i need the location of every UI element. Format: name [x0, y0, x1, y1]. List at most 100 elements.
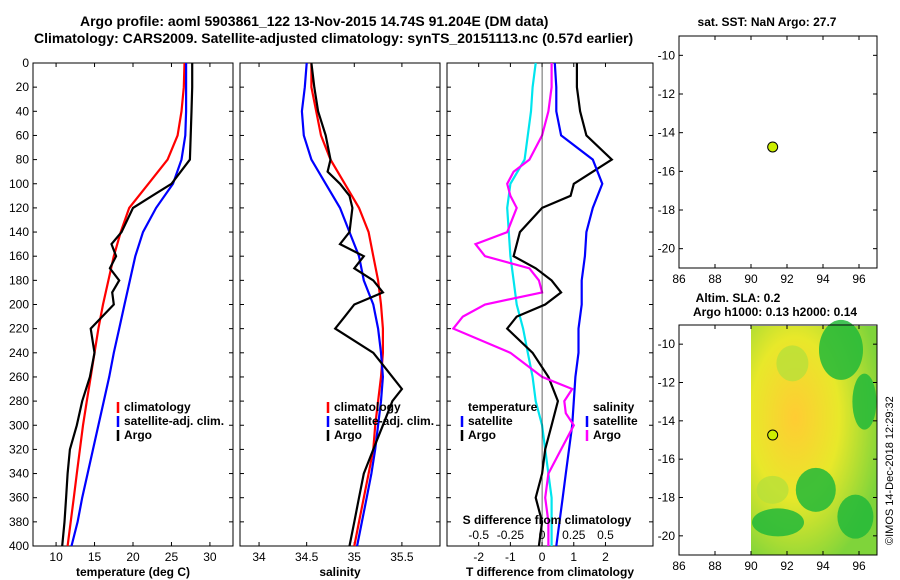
- sat_sst_map-xtick-label: 90: [744, 272, 758, 286]
- temperature-legend-label: satellite-adj. clim.: [124, 414, 224, 428]
- diff-legend-right-label: satellite: [593, 414, 638, 428]
- depth-tick-label: 60: [16, 128, 30, 142]
- depth-tick-label: 200: [9, 298, 29, 312]
- salinity-series-satellite-adj-clim-: [300, 62, 385, 547]
- salinity-xtick-label: 35: [348, 550, 362, 564]
- sat_sst_map-ytick-label: -20: [658, 242, 676, 256]
- altim_map-xtick-label: 96: [852, 559, 866, 573]
- depth-tick-label: 20: [16, 80, 30, 94]
- plots-layer: 0204060801001201401601802002202402602803…: [9, 15, 878, 579]
- altim_map-ytick-label: -18: [658, 491, 676, 505]
- sat_sst_map-ytick-label: -14: [658, 126, 676, 140]
- altim-map-title: Altim. SLA: 0.2: [696, 291, 781, 305]
- temperature-xtick-label: 20: [126, 550, 140, 564]
- temperature-xtick-label: 25: [165, 550, 179, 564]
- temperature-xlabel: temperature (deg C): [76, 565, 190, 579]
- altim_map-xtick-label: 90: [744, 559, 758, 573]
- depth-tick-label: 280: [9, 394, 29, 408]
- temperature-legend-label: Argo: [124, 428, 152, 442]
- altim_map-ytick-label: -16: [658, 452, 676, 466]
- altim_map-xtick-label: 86: [672, 559, 686, 573]
- salinity-xlabel: salinity: [319, 565, 361, 579]
- depth-tick-label: 120: [9, 201, 29, 215]
- depth-tick-label: 40: [16, 104, 30, 118]
- differences-xtick-label: 1: [570, 550, 577, 564]
- secondary-xtick-label: 0.5: [597, 528, 614, 542]
- temperature-xtick-label: 30: [203, 550, 217, 564]
- altim_map-ytick-label: -14: [658, 414, 676, 428]
- sat_sst_map-frame: [678, 35, 878, 269]
- differences-xtick-label: 2: [602, 550, 609, 564]
- heatmap-blob: [819, 319, 863, 380]
- depth-tick-label: 140: [9, 225, 29, 239]
- sat_sst_map-xtick-label: 94: [816, 272, 830, 286]
- sst-map-title: sat. SST: NaN Argo: 27.7: [698, 15, 837, 29]
- depth-tick-label: 240: [9, 346, 29, 360]
- salinity-series-argo: [310, 62, 404, 547]
- secondary-xtick-label: -0.5: [468, 528, 489, 542]
- salinity-legend-label: Argo: [334, 428, 362, 442]
- altim_map-ytick-label: -10: [658, 337, 676, 351]
- temperature-legend-label: climatology: [124, 400, 191, 414]
- differences-series-temperature-satellite: [506, 62, 553, 546]
- depth-tick-label: 100: [9, 177, 29, 191]
- depth-tick-label: 80: [16, 153, 30, 167]
- altim_map-ytick-label: -20: [658, 529, 676, 543]
- figure-title-line1: Argo profile: aoml 5903861_122 13-Nov-20…: [80, 13, 548, 29]
- heatmap-blob: [776, 345, 809, 382]
- salinity-xtick-label: 34.5: [295, 550, 319, 564]
- secondary-xtick-label: 0: [539, 528, 546, 542]
- depth-tick-label: 400: [9, 539, 29, 553]
- sat_sst_map-xtick-label: 92: [780, 272, 794, 286]
- depth-tick-label: 220: [9, 322, 29, 336]
- sat_sst_map-xtick-label: 96: [852, 272, 866, 286]
- sat_sst_map-ytick-label: -16: [658, 164, 676, 178]
- differences-frame: [446, 62, 654, 547]
- temperature-frame: [32, 62, 234, 547]
- altim-map-subtitle: Argo h1000: 0.13 h2000: 0.14: [693, 305, 857, 319]
- secondary-xtick-label: -0.25: [497, 528, 525, 542]
- diff-legend-left-label: Argo: [468, 428, 496, 442]
- figure-title-line2: Climatology: CARS2009. Satellite-adjuste…: [34, 30, 633, 46]
- salinity-legend-label: satellite-adj. clim.: [334, 414, 434, 428]
- salinity-legend-label: climatology: [334, 400, 401, 414]
- diff-legend-left-label: satellite: [468, 414, 513, 428]
- differences-series-temperature-argo: [505, 63, 614, 547]
- depth-tick-label: 160: [9, 249, 29, 263]
- temperature-series-climatology: [66, 62, 186, 547]
- diff-legend-left-title: temperature: [468, 400, 538, 414]
- sat_sst_map-argo-point: [767, 141, 779, 153]
- heatmap-blob: [837, 494, 874, 539]
- temperature-xtick-label: 10: [49, 550, 63, 564]
- salinity-xtick-label: 35.5: [390, 550, 414, 564]
- salinity-series-climatology: [310, 63, 384, 547]
- differences-xtick-label: 0: [539, 550, 546, 564]
- secondary-xlabel: S difference from climatology: [463, 513, 632, 527]
- sat_sst_map-xtick-label: 88: [708, 272, 722, 286]
- heatmap-blob: [795, 467, 836, 512]
- salinity-xtick-label: 34: [252, 550, 266, 564]
- sat_sst_map-ytick-label: -12: [658, 87, 676, 101]
- temperature-series-satellite-adj-clim-: [70, 63, 188, 547]
- depth-tick-label: 300: [9, 418, 29, 432]
- salinity-frame: [239, 62, 441, 547]
- sat_sst_map-ytick-label: -18: [658, 203, 676, 217]
- differences-series-salinity-satellite: [553, 62, 604, 547]
- altim_map-argo-point: [767, 429, 779, 441]
- heatmap-blob: [756, 475, 789, 504]
- altim_map-frame-top: [678, 324, 878, 556]
- depth-tick-label: 0: [22, 56, 29, 70]
- differences-xlabel: T difference from climatology: [466, 565, 634, 579]
- heatmap-blob: [852, 373, 877, 430]
- copyright-label: ©IMOS 14-Dec-2018 12:29:32: [884, 396, 896, 545]
- differences-xtick-label: -2: [473, 550, 484, 564]
- heatmap-blob: [752, 508, 804, 537]
- temperature-xtick-label: 15: [88, 550, 102, 564]
- sat_sst_map-ytick-label: -10: [658, 48, 676, 62]
- diff-legend-right-label: Argo: [593, 428, 621, 442]
- temperature-series-argo: [61, 63, 194, 547]
- secondary-xtick-label: 0.25: [562, 528, 586, 542]
- altim_map-ytick-label: -12: [658, 376, 676, 390]
- depth-tick-label: 320: [9, 442, 29, 456]
